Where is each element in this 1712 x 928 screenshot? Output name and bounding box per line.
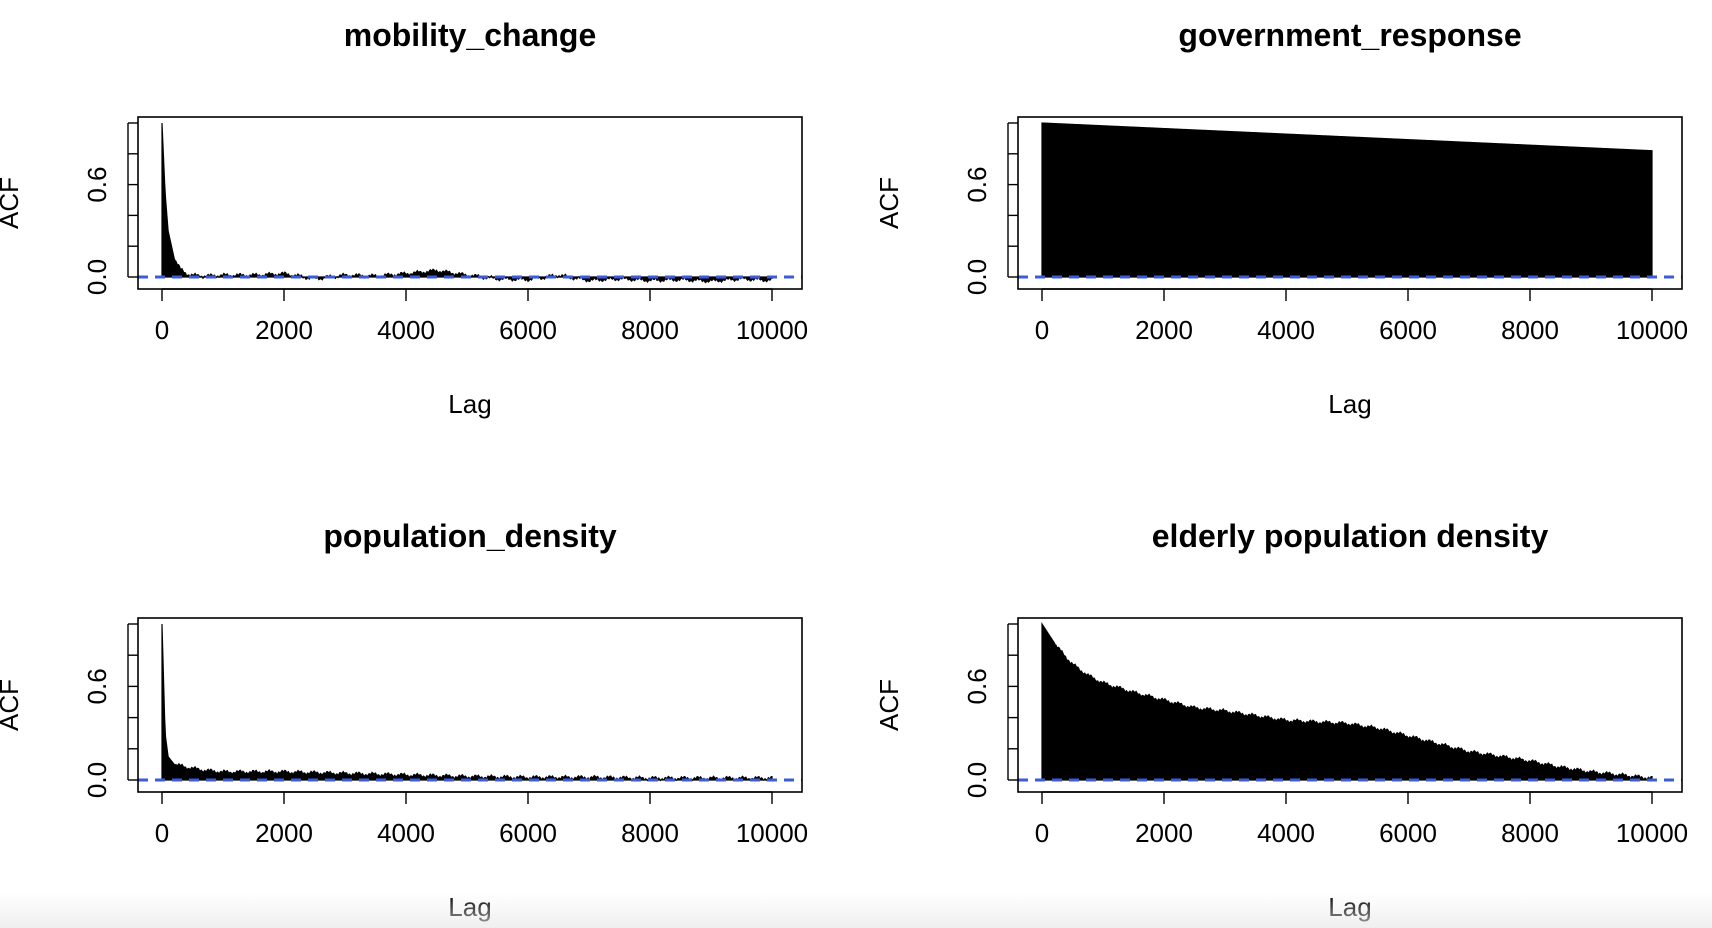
y-axis-label: ACF [874,679,904,731]
x-tick-label: 0 [155,315,169,345]
panel-title: government_response [1178,17,1521,53]
y-tick-label: 0.6 [962,668,992,704]
x-tick-label: 0 [1035,818,1049,848]
x-tick-label: 10000 [1616,315,1688,345]
y-tick-label: 0.6 [82,668,112,704]
x-axis-label: Lag [448,389,491,419]
x-tick-label: 4000 [1257,315,1315,345]
y-tick-label: 0.0 [962,259,992,295]
x-tick-label: 0 [1035,315,1049,345]
y-tick-label: 0.0 [82,259,112,295]
x-tick-label: 8000 [1501,315,1559,345]
y-axis-label: ACF [874,177,904,229]
x-axis-label: Lag [448,892,491,922]
panel-title: population_density [323,518,617,554]
acf-bars [1041,621,1653,781]
x-tick-label: 8000 [1501,818,1559,848]
y-tick-label: 0.0 [82,762,112,798]
x-tick-label: 2000 [1135,315,1193,345]
x-axis-label: Lag [1328,389,1371,419]
y-tick-label: 0.6 [82,167,112,203]
y-tick-label: 0.6 [962,167,992,203]
x-tick-label: 0 [155,818,169,848]
x-tick-label: 6000 [1379,818,1437,848]
y-axis-label: ACF [0,177,24,229]
x-tick-label: 2000 [255,315,313,345]
x-tick-label: 2000 [1135,818,1193,848]
x-tick-label: 4000 [377,818,435,848]
acf-panel: mobility_change 0.0 0.6 ACF 0 2000 4000 6000 800… [0,17,808,419]
x-tick-label: 4000 [1257,818,1315,848]
y-axis-label: ACF [0,679,24,731]
acf-bars [1041,122,1653,278]
x-tick-label: 8000 [621,818,679,848]
x-tick-label: 8000 [621,315,679,345]
x-tick-label: 4000 [377,315,435,345]
panel-title: mobility_change [344,17,597,53]
acf-bars [161,623,773,782]
x-tick-label: 10000 [736,818,808,848]
x-tick-label: 6000 [499,315,557,345]
x-tick-label: 10000 [1616,818,1688,848]
y-tick-label: 0.0 [962,762,992,798]
x-tick-label: 2000 [255,818,313,848]
acf-panel: government_response 0.0 0.6 ACF 0 2000 4000 600… [874,17,1688,419]
x-tick-label: 6000 [1379,315,1437,345]
panel-title: elderly population density [1152,518,1549,554]
x-tick-label: 10000 [736,315,808,345]
x-tick-label: 6000 [499,818,557,848]
x-axis-label: Lag [1328,892,1371,922]
